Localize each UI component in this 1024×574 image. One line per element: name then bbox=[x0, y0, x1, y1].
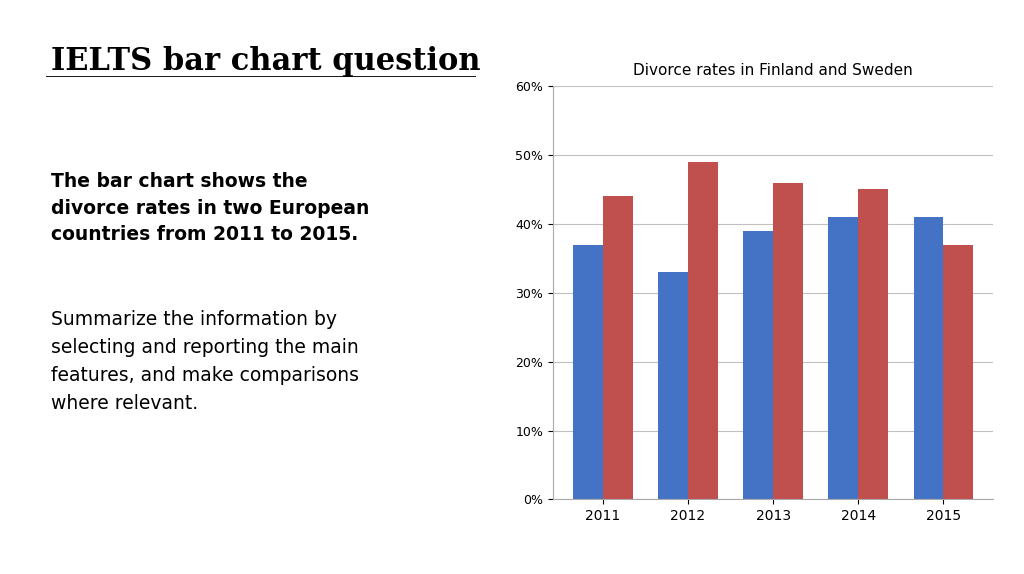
Bar bbox=[688, 162, 718, 499]
Bar bbox=[603, 196, 633, 499]
Bar bbox=[913, 217, 943, 499]
Bar bbox=[828, 217, 858, 499]
Text: The bar chart shows the
divorce rates in two European
countries from 2011 to 201: The bar chart shows the divorce rates in… bbox=[51, 172, 370, 244]
Bar bbox=[773, 183, 803, 499]
Bar bbox=[743, 231, 773, 499]
Bar bbox=[573, 245, 603, 499]
Bar bbox=[658, 272, 688, 499]
Bar bbox=[858, 189, 888, 499]
Title: Divorce rates in Finland and Sweden: Divorce rates in Finland and Sweden bbox=[633, 63, 913, 78]
Text: IELTS bar chart question: IELTS bar chart question bbox=[51, 46, 481, 77]
Text: Summarize the information by
selecting and reporting the main
features, and make: Summarize the information by selecting a… bbox=[51, 310, 359, 413]
Bar bbox=[943, 245, 973, 499]
